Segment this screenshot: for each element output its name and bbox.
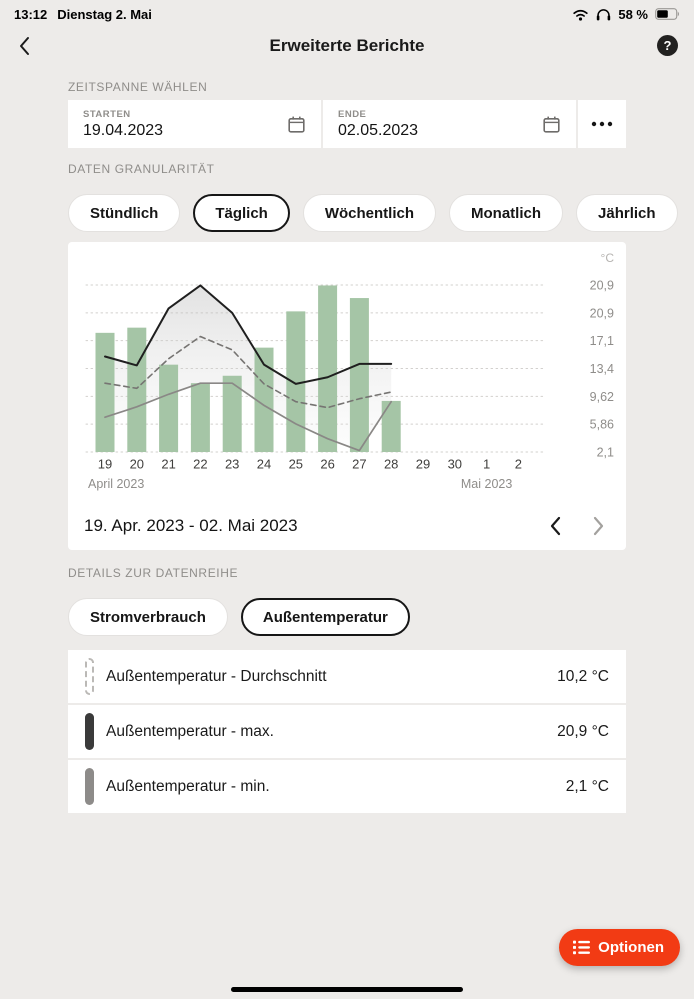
svg-text:22: 22 [193, 457, 207, 472]
svg-text:24: 24 [257, 457, 271, 472]
chart-y-axis-labels: 2,1 5,86 9,62 13,4 17,1 20,9 20,9 °C [590, 251, 615, 460]
options-fab-label: Optionen [598, 939, 664, 956]
calendar-icon [542, 115, 561, 134]
svg-text:19: 19 [98, 457, 112, 472]
svg-text:2,1: 2,1 [597, 446, 614, 460]
dashed-line-indicator-icon [85, 658, 94, 695]
svg-text:20,9: 20,9 [590, 306, 614, 320]
svg-text:26: 26 [320, 457, 334, 472]
svg-text:25: 25 [289, 457, 303, 472]
chart-bars [95, 285, 401, 452]
detail-row-durchschnitt: Außentemperatur - Durchschnitt 10,2 °C [68, 650, 626, 703]
help-button[interactable]: ? [657, 35, 678, 56]
detail-label: Außentemperatur - max. [106, 722, 274, 740]
range-next-button[interactable] [589, 514, 609, 538]
svg-text:9,62: 9,62 [590, 390, 614, 404]
more-options-button[interactable] [578, 100, 626, 148]
chart-x-axis-labels: 19 20 21 22 23 24 25 26 27 28 29 30 1 2 April 2023 Mai … [88, 457, 522, 492]
ellipsis-icon [591, 121, 613, 127]
gray-line-indicator-icon [85, 768, 94, 805]
series-tabs: Stromverbrauch Außentemperatur [68, 598, 626, 636]
svg-text:°C: °C [601, 251, 615, 265]
svg-text:20,9: 20,9 [590, 279, 614, 293]
granularity-pill-stuendlich[interactable]: Stündlich [68, 194, 181, 232]
svg-text:23: 23 [225, 457, 239, 472]
svg-text:20: 20 [130, 457, 144, 472]
status-date: Dienstag 2. Mai [57, 6, 152, 22]
battery-percent: 58 % [618, 6, 648, 22]
chart-line [104, 382, 393, 452]
detail-value: 10,2 °C [557, 667, 609, 685]
detail-row-max: Außentemperatur - max. 20,9 °C [68, 705, 626, 758]
svg-text:21: 21 [161, 457, 175, 472]
nav-bar: Erweiterte Berichte ? [0, 24, 694, 68]
svg-text:30: 30 [448, 457, 462, 472]
battery-icon [655, 8, 680, 20]
wifi-icon [572, 8, 589, 21]
tab-stromverbrauch[interactable]: Stromverbrauch [68, 598, 228, 636]
end-date-label: ENDE [338, 108, 367, 120]
range-prev-button[interactable] [545, 514, 565, 538]
back-button[interactable] [18, 35, 40, 57]
page-title: Erweiterte Berichte [269, 36, 425, 55]
granularity-section-label: DATEN GRANULARITÄT [68, 162, 215, 176]
details-section-label: DETAILS ZUR DATENREIHE [68, 566, 239, 580]
svg-text:April 2023: April 2023 [88, 477, 144, 491]
range-label: 19. Apr. 2023 - 02. Mai 2023 [84, 516, 298, 535]
svg-text:13,4: 13,4 [590, 362, 614, 376]
granularity-pill-taeglich[interactable]: Täglich [193, 194, 290, 232]
svg-text:5,86: 5,86 [590, 418, 614, 432]
start-date-field[interactable]: STARTEN 19.04.2023 [68, 100, 321, 148]
tab-aussentemperatur[interactable]: Außentemperatur [240, 598, 410, 636]
chart-card: 2,1 5,86 9,62 13,4 17,1 20,9 20,9 °C 19 20 21 22 23 2… [68, 242, 626, 550]
svg-text:29: 29 [416, 457, 430, 472]
range-row: 19. Apr. 2023 - 02. Mai 2023 [68, 502, 626, 550]
detail-label: Außentemperatur - min. [106, 777, 270, 795]
detail-row-min: Außentemperatur - min. 2,1 °C [68, 760, 626, 813]
home-indicator[interactable] [231, 987, 463, 992]
timespan-section-label: ZEITSPANNE WÄHLEN [68, 80, 208, 94]
svg-text:17,1: 17,1 [590, 334, 614, 348]
calendar-icon [287, 115, 306, 134]
svg-text:2: 2 [515, 457, 522, 472]
start-date-value: 19.04.2023 [83, 121, 164, 139]
granularity-pills: Stündlich Täglich Wöchentlich Monatlich … [68, 194, 678, 232]
detail-label: Außentemperatur - Durchschnitt [106, 667, 327, 685]
timespan-row: STARTEN 19.04.2023 ENDE 02.05.2023 [68, 100, 626, 148]
series-detail-list: Außentemperatur - Durchschnitt 10,2 °C A… [68, 650, 626, 813]
end-date-field[interactable]: ENDE 02.05.2023 [323, 100, 576, 148]
svg-text:1: 1 [483, 457, 490, 472]
chart-line [104, 335, 393, 409]
start-date-label: STARTEN [83, 108, 131, 120]
options-fab[interactable]: Optionen [559, 929, 680, 966]
question-mark-icon: ? [663, 38, 672, 53]
chart-line [104, 284, 393, 385]
dark-line-indicator-icon [85, 713, 94, 750]
detail-value: 2,1 °C [565, 777, 609, 795]
svg-text:Mai 2023: Mai 2023 [461, 477, 512, 491]
status-bar: 13:12 Dienstag 2. Mai 58 % [0, 0, 694, 24]
svg-text:27: 27 [352, 457, 366, 472]
list-icon [573, 940, 591, 955]
granularity-pill-monatlich[interactable]: Monatlich [449, 194, 564, 232]
granularity-pill-jaehrlich[interactable]: Jährlich [576, 194, 678, 232]
headphones-icon [596, 8, 611, 21]
granularity-pill-woechentlich[interactable]: Wöchentlich [302, 194, 437, 232]
status-time: 13:12 [14, 6, 48, 22]
detail-value: 20,9 °C [557, 722, 609, 740]
end-date-value: 02.05.2023 [338, 121, 419, 139]
svg-text:28: 28 [384, 457, 398, 472]
